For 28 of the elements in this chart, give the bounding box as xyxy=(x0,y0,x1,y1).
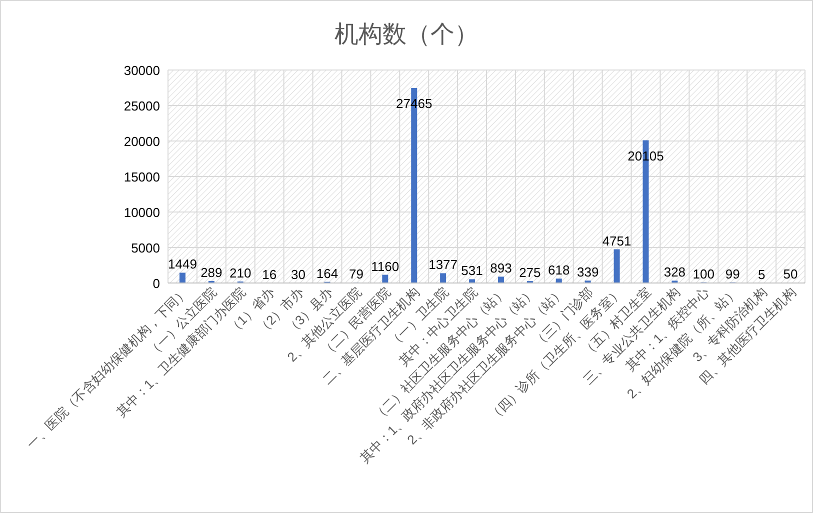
data-label: 50 xyxy=(783,266,798,282)
data-label: 4751 xyxy=(602,233,632,248)
data-label: 99 xyxy=(725,266,740,282)
data-label: 328 xyxy=(664,264,686,280)
data-label: 1160 xyxy=(371,258,400,274)
data-label: 16 xyxy=(262,266,277,282)
y-tick-label: 10000 xyxy=(124,205,160,220)
data-label: 79 xyxy=(348,266,364,282)
y-tick-label: 15000 xyxy=(124,170,160,184)
data-label: 210 xyxy=(230,266,252,281)
data-label: 275 xyxy=(519,265,541,280)
data-label: 5 xyxy=(758,266,766,282)
data-label: 339 xyxy=(576,264,599,280)
data-label: 100 xyxy=(692,266,715,282)
data-label: 893 xyxy=(490,260,512,276)
y-tick-label: 25000 xyxy=(124,98,160,114)
y-tick-label: 0 xyxy=(152,276,160,291)
data-label: 1449 xyxy=(168,256,197,272)
y-tick-label: 20000 xyxy=(124,134,160,149)
y-tick-label: 30000 xyxy=(124,63,160,78)
chart-title: 机构数（个） xyxy=(334,21,478,48)
data-label: 289 xyxy=(200,264,222,280)
data-label: 531 xyxy=(461,263,483,278)
data-label: 618 xyxy=(548,262,570,278)
y-tick-label: 5000 xyxy=(131,240,160,256)
data-label: 30 xyxy=(291,266,306,282)
data-label: 1377 xyxy=(428,257,458,272)
data-label: 164 xyxy=(316,266,338,281)
